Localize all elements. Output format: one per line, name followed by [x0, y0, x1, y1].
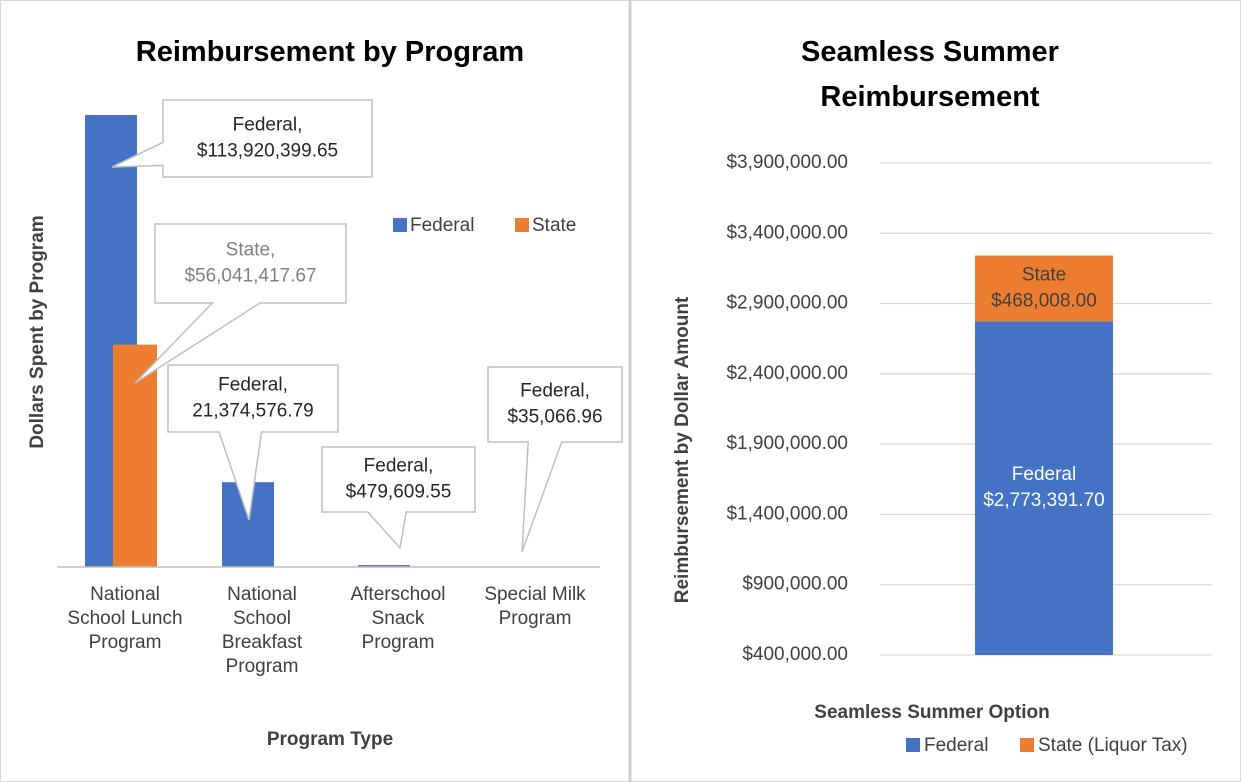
- legend-swatch: [906, 738, 920, 752]
- x-tick-label: Special Milk Program: [484, 584, 586, 629]
- legend-swatch: [1020, 738, 1034, 752]
- data-label: Federal, 21,374,576.79: [192, 375, 314, 422]
- legend-label: Federal: [410, 215, 474, 236]
- data-label: Federal, $35,066.96: [507, 381, 602, 428]
- bar-segment: [975, 321, 1113, 655]
- callout: [167, 364, 339, 521]
- legend-label: State (Liquor Tax): [1038, 735, 1188, 756]
- y-tick-label: $400,000.00: [742, 644, 848, 665]
- data-label: State $468,008.00: [991, 264, 1097, 311]
- chart-title: Seamless Summer Reimbursement: [801, 36, 1059, 113]
- callout: [487, 366, 623, 553]
- x-axis-title: Program Type: [267, 729, 393, 750]
- bar-segment: [975, 255, 1113, 322]
- x-axis-title: Seamless Summer Option: [814, 702, 1049, 723]
- callout: [321, 446, 476, 550]
- chart-title: Reimbursement by Program: [135, 36, 525, 68]
- y-tick-label: $2,400,000.00: [726, 363, 848, 384]
- data-label: Federal, $479,609.55: [346, 456, 452, 503]
- y-tick-label: $900,000.00: [742, 574, 848, 595]
- bar: [113, 344, 157, 567]
- y-tick-label: $2,900,000.00: [726, 293, 848, 314]
- y-axis-title: Reimbursement by Dollar Amount: [672, 296, 693, 603]
- x-tick-label: National School Breakfast Program: [221, 584, 303, 677]
- y-tick-label: $1,900,000.00: [726, 433, 848, 454]
- legend-label: Federal: [924, 735, 988, 756]
- legend-swatch: [515, 218, 529, 232]
- data-label: Federal $2,773,391.70: [983, 464, 1105, 511]
- y-tick-label: $1,400,000.00: [726, 503, 848, 524]
- data-label: Federal, $113,920,399.65: [197, 115, 338, 162]
- callout: [111, 99, 373, 178]
- x-tick-label: Afterschool Snack Program: [350, 584, 446, 653]
- y-tick-label: $3,900,000.00: [726, 152, 848, 173]
- legend-swatch: [393, 218, 407, 232]
- x-tick-label: National School Lunch Program: [67, 584, 183, 653]
- y-axis-title: Dollars Spent by Program: [27, 215, 48, 448]
- callout: [134, 223, 347, 384]
- legend-label: State: [532, 215, 576, 236]
- bar: [358, 565, 410, 567]
- data-label: State, $56,041,417.67: [184, 240, 316, 287]
- y-tick-label: $3,400,000.00: [726, 222, 848, 243]
